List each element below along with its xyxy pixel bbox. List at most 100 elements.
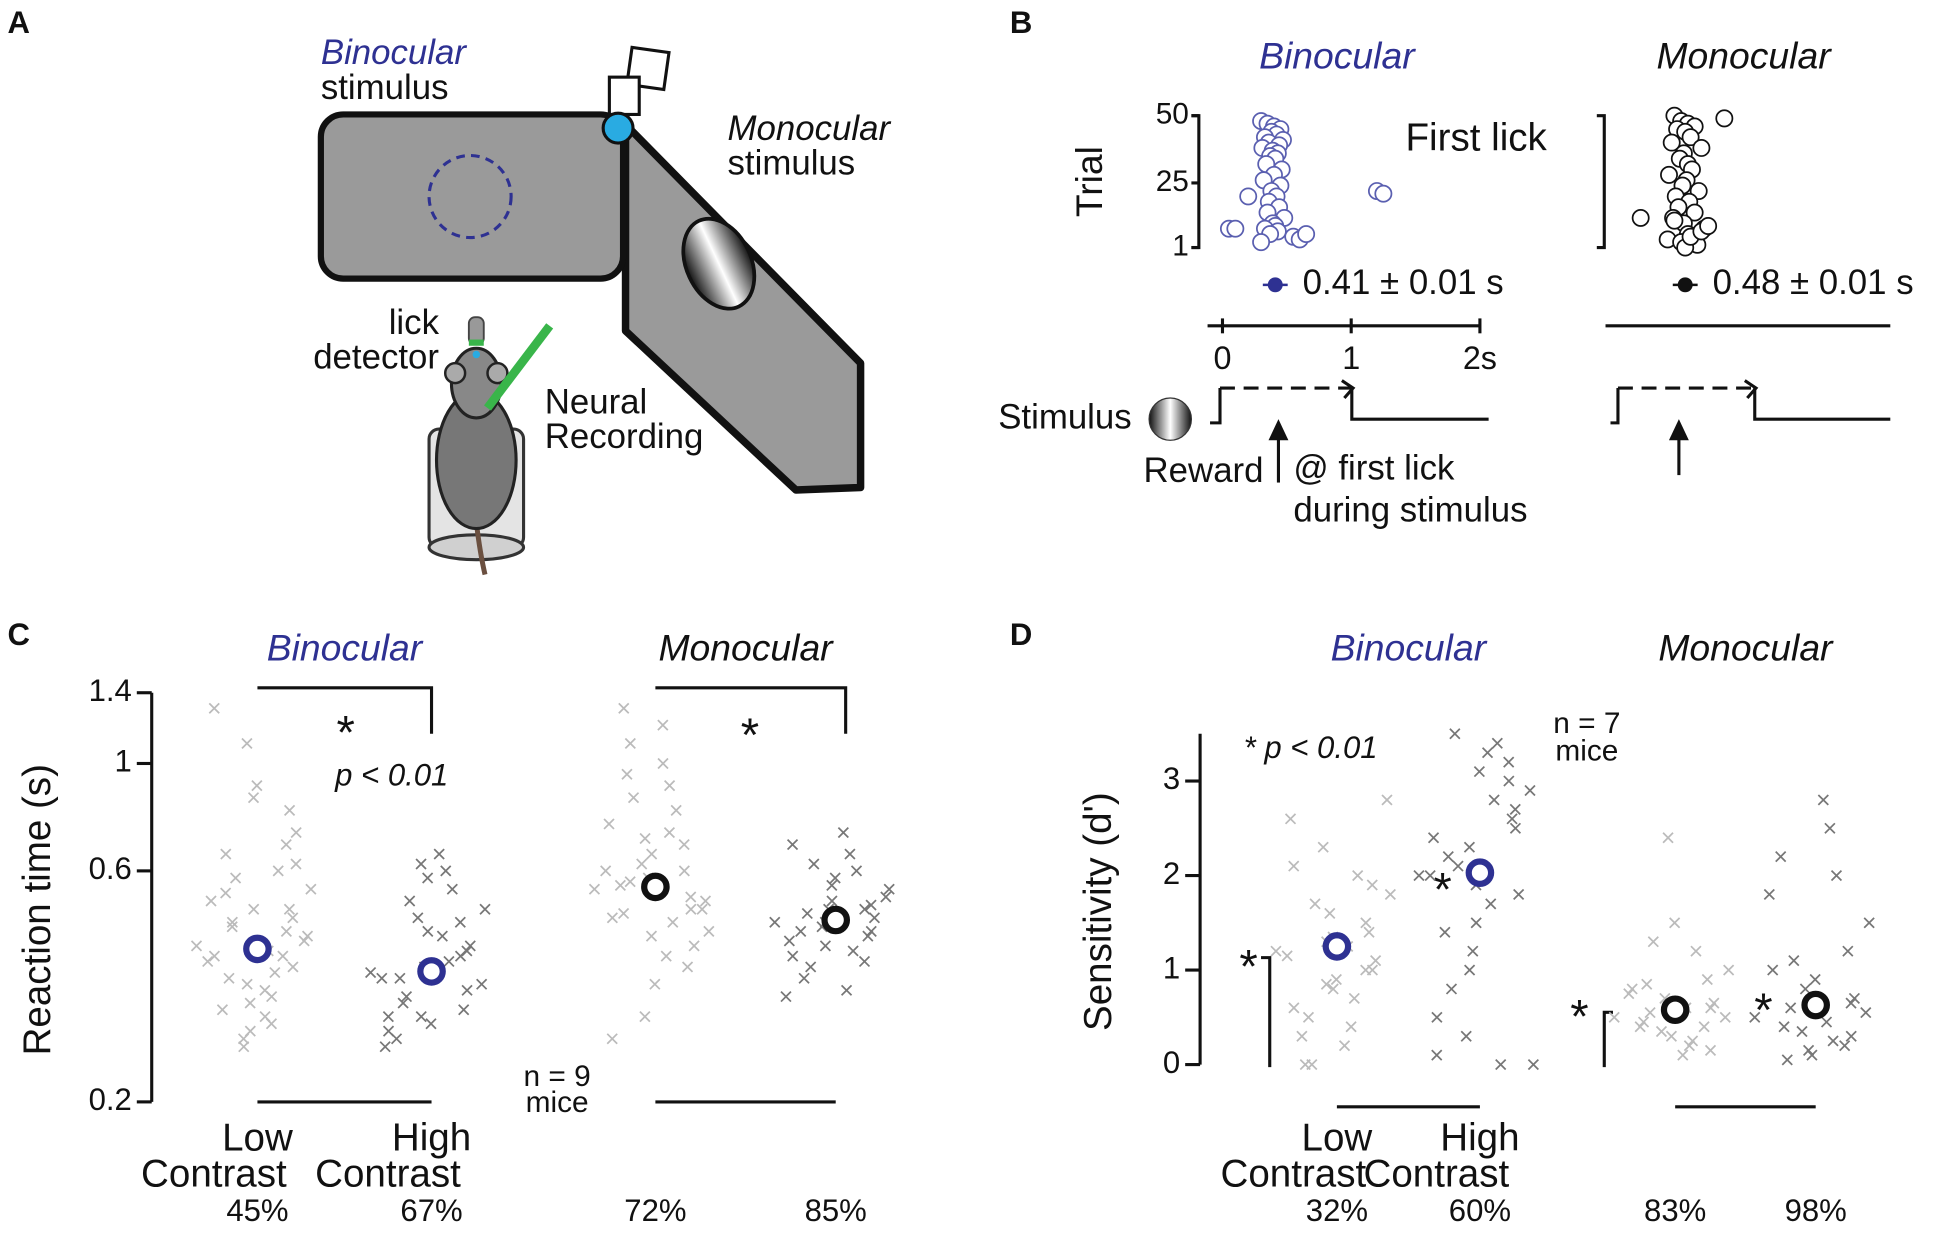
trial-point <box>1473 765 1485 778</box>
trial-point <box>1644 1007 1656 1019</box>
category-label: Contrast <box>141 1153 287 1196</box>
trial-point <box>787 950 799 962</box>
trial-point <box>1820 1016 1833 1028</box>
trial-point <box>1384 888 1396 901</box>
trial-point <box>1452 860 1464 872</box>
trial-point <box>663 826 676 839</box>
first-lick <box>1665 211 1684 230</box>
significance: * p < 0.01 * n = 9 mice <box>257 686 848 1119</box>
trial-point <box>588 883 601 895</box>
trial-point <box>645 930 658 942</box>
significance: * p < 0.01 n = 7 mice * * * * <box>1239 707 1773 1068</box>
trial-point <box>696 903 708 915</box>
trial-point <box>1363 926 1375 938</box>
trial-point <box>627 792 640 804</box>
group-title: Monocular <box>1658 626 1834 668</box>
first-lick <box>1692 139 1711 157</box>
trial-point <box>1527 1058 1539 1071</box>
trial-point <box>376 972 388 984</box>
trial-point <box>1775 851 1787 863</box>
mean-label: 0.41 ± 0.01 s <box>1303 263 1504 302</box>
trial-point <box>1299 1058 1311 1071</box>
trial-point <box>247 792 260 804</box>
trial-point <box>1817 794 1829 806</box>
trial-point <box>1830 869 1843 882</box>
trial-point <box>1719 1011 1731 1023</box>
trial-point <box>1848 992 1861 1005</box>
trial-timeline: Stimulus Reward @ first lick during stim… <box>998 379 1891 530</box>
trial-point <box>1623 988 1635 1000</box>
percent-label: 72% <box>624 1193 686 1228</box>
trial-point <box>1413 869 1425 882</box>
trial-point <box>618 702 630 714</box>
mean-marker <box>821 905 851 935</box>
trial-point <box>1647 936 1659 948</box>
panel-label: B <box>1010 5 1032 40</box>
trial-point <box>461 984 473 996</box>
first-lick <box>1374 184 1393 203</box>
trial-point <box>1641 978 1653 990</box>
trial-point <box>379 1041 391 1053</box>
trial-point <box>858 955 871 968</box>
trial-point <box>1763 888 1775 901</box>
trial-point <box>1460 1030 1472 1042</box>
trial-point <box>699 895 712 907</box>
trial-point <box>606 912 618 924</box>
category-label: Contrast <box>1364 1153 1510 1196</box>
mean-marker <box>1801 990 1830 1020</box>
trial-point <box>226 921 238 933</box>
trial-point <box>1327 983 1339 995</box>
panel-label: D <box>1010 617 1032 652</box>
trial-point <box>883 883 895 895</box>
trial-point <box>476 978 488 990</box>
trial-point <box>1524 784 1536 797</box>
sample-size: n = 9 <box>524 1060 591 1093</box>
trial-point <box>1442 851 1454 863</box>
first-lick <box>1660 165 1678 184</box>
trial-point <box>678 838 690 851</box>
y-tick-label: 0.6 <box>89 851 132 886</box>
trial-point <box>664 780 676 792</box>
trial-point <box>1781 1054 1793 1066</box>
trial-point <box>1370 955 1382 967</box>
trial-point <box>290 826 302 839</box>
trial-point <box>844 848 856 860</box>
trial-point <box>1701 973 1713 986</box>
trial-point <box>265 1018 278 1030</box>
trial-point <box>461 945 473 957</box>
first-lick <box>1685 203 1704 222</box>
device-label: Neural <box>545 382 648 421</box>
trial-point <box>241 737 253 750</box>
trial-point <box>880 891 892 903</box>
category-label: Contrast <box>1221 1153 1367 1196</box>
category-label: High <box>392 1117 471 1160</box>
trial-point <box>639 832 651 845</box>
mean-marker <box>1660 995 1690 1025</box>
trial-point <box>1708 997 1720 1009</box>
trial-point <box>1608 1011 1620 1023</box>
trial-point <box>826 895 838 907</box>
trial-point <box>624 737 636 750</box>
trial-point <box>305 883 317 895</box>
trial-point <box>1677 1049 1689 1061</box>
trial-point <box>795 925 807 937</box>
trial-point <box>1662 832 1674 844</box>
trial-point <box>1330 973 1342 986</box>
trial-point <box>1345 1021 1357 1033</box>
category-label: High <box>1440 1117 1519 1160</box>
trial-point <box>1467 945 1479 957</box>
sample-size: n = 7 <box>1553 707 1620 740</box>
first-lick <box>1297 225 1316 244</box>
group-title: Binocular <box>267 626 424 668</box>
trial-point <box>1296 1030 1308 1042</box>
trial-point <box>1637 1016 1650 1028</box>
trial-point <box>190 940 203 952</box>
percent-label: 67% <box>400 1193 462 1228</box>
percent-label: 32% <box>1306 1193 1368 1228</box>
mean-marker <box>417 957 446 986</box>
trial-point <box>826 879 838 891</box>
trial-point <box>1634 1021 1646 1033</box>
trial-point <box>1796 1025 1808 1038</box>
trial-point <box>1491 737 1503 749</box>
significance-star: * <box>1570 990 1588 1043</box>
